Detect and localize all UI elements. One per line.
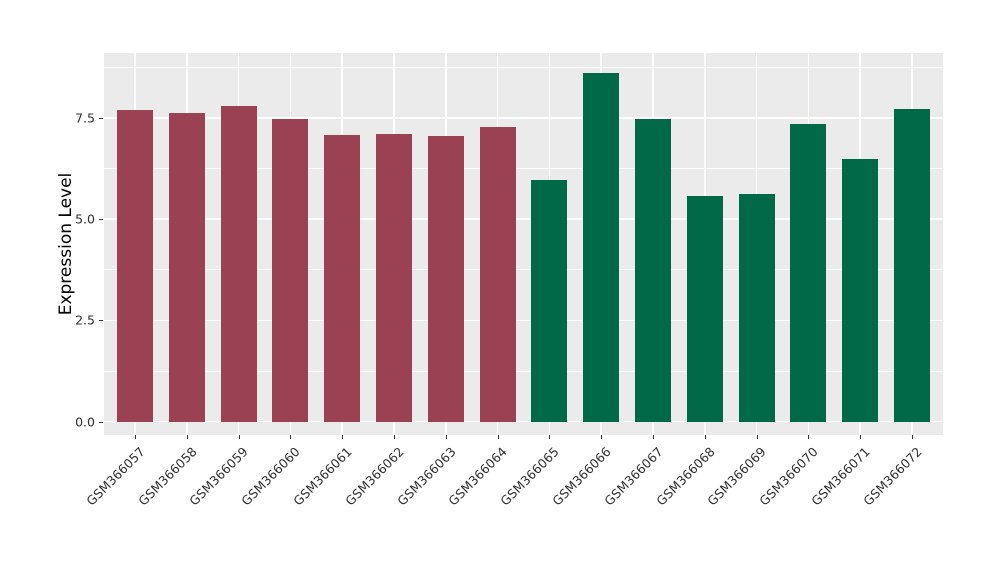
bar-GSM366061 — [324, 134, 361, 422]
y-axis-tick — [99, 219, 103, 221]
bar-GSM366067 — [634, 119, 672, 422]
gridline-minor-horizontal — [104, 370, 943, 372]
x-axis-tick — [342, 435, 344, 439]
y-axis-tick — [99, 421, 103, 423]
x-axis-tick — [238, 435, 240, 439]
bar-GSM366071 — [842, 159, 879, 422]
gridline-minor-horizontal — [104, 269, 943, 271]
y-axis-tick-label: 7.5 — [75, 110, 95, 126]
y-axis-tick — [99, 117, 103, 119]
bar-GSM366068 — [686, 195, 723, 422]
bar-GSM366057 — [116, 109, 154, 422]
bar-GSM366063 — [427, 135, 464, 422]
plot-panel — [104, 53, 943, 435]
gridline-major-horizontal — [104, 218, 943, 220]
bar-GSM366070 — [790, 123, 827, 422]
gridline-minor-horizontal — [104, 66, 943, 68]
gridline-major-horizontal — [104, 420, 943, 423]
x-axis-tick — [135, 435, 136, 439]
y-axis-tick-label: 0.0 — [75, 414, 95, 430]
bar-GSM366069 — [738, 193, 775, 422]
y-axis-tick-label: 2.5 — [75, 312, 95, 328]
bar-GSM366058 — [168, 112, 205, 422]
x-axis-tick — [497, 435, 499, 439]
x-axis-tick — [860, 435, 862, 439]
bar-GSM366062 — [375, 134, 413, 422]
bar-GSM366065 — [531, 179, 568, 422]
x-axis-tick — [290, 435, 292, 439]
x-axis-tick — [394, 435, 395, 439]
x-axis-tick — [912, 435, 913, 439]
y-axis-title: Expression Level — [56, 172, 76, 316]
x-axis-tick — [601, 435, 603, 439]
x-axis-tick — [653, 435, 654, 439]
x-axis-tick — [186, 435, 188, 439]
bar-GSM366066 — [583, 73, 620, 422]
bar-GSM366064 — [479, 127, 516, 422]
x-axis-tick — [756, 435, 758, 439]
x-axis-tick — [808, 435, 810, 439]
gridline-major-horizontal — [104, 319, 943, 322]
x-axis-tick — [549, 435, 551, 439]
gridline-major-horizontal — [104, 116, 943, 119]
bar-GSM366060 — [272, 118, 309, 422]
bar-GSM366059 — [220, 106, 257, 422]
x-axis-tick — [704, 435, 706, 439]
x-axis-tick — [445, 435, 447, 439]
y-axis-tick-label: 5.0 — [75, 211, 95, 227]
gridline-minor-horizontal — [104, 168, 943, 169]
bar-GSM366072 — [893, 109, 931, 422]
y-axis-tick — [99, 320, 103, 322]
